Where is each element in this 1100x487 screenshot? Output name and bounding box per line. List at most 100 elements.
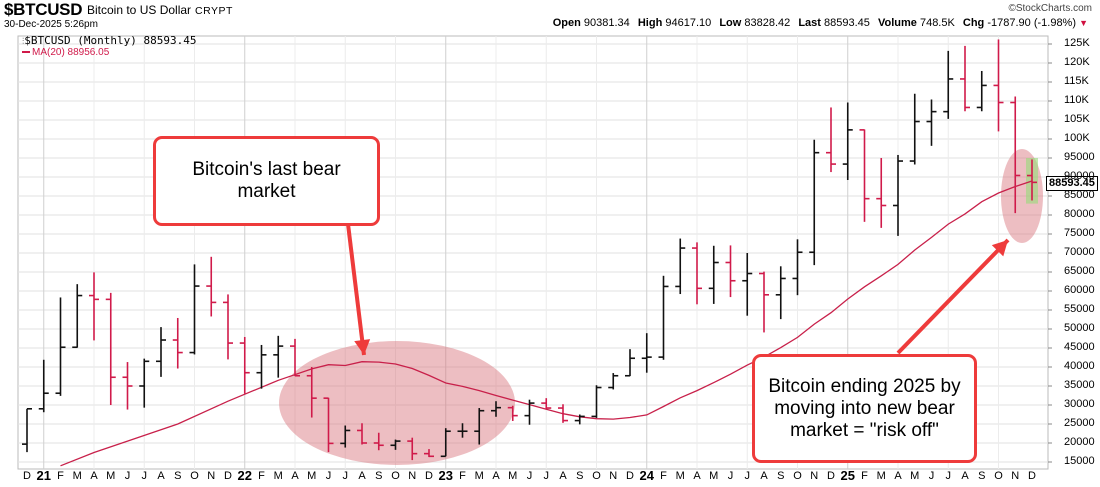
- y-tick-label: 95000: [1064, 151, 1095, 163]
- x-month-label: S: [576, 470, 584, 482]
- x-year-label: 25: [840, 468, 855, 483]
- x-month-label: N: [810, 470, 819, 482]
- last-price-tag: 88593.45: [1046, 176, 1098, 191]
- y-tick-label: 25000: [1064, 417, 1095, 429]
- y-tick-label: 50000: [1064, 322, 1095, 334]
- y-tick-label: 90000: [1064, 170, 1095, 182]
- instrument-name: Bitcoin to US Dollar CRYPT: [87, 3, 233, 17]
- bar-chart-icon: ⫶: [22, 37, 25, 47]
- x-month-label: A: [157, 470, 165, 482]
- ma-legend: MA(20) 88956.05: [22, 47, 109, 58]
- x-month-label: N: [207, 470, 216, 482]
- x-month-label: M: [675, 470, 685, 482]
- x-month-label: S: [174, 470, 182, 482]
- y-tick-label: 80000: [1064, 208, 1095, 220]
- low-value: 83828.42: [744, 17, 791, 29]
- callout-last-bear-market: Bitcoin's last bear market: [153, 136, 380, 226]
- x-month-label: A: [760, 470, 768, 482]
- x-month-label: S: [777, 470, 785, 482]
- x-month-label: M: [474, 470, 484, 482]
- symbol-title: $BTCUSD: [4, 0, 83, 19]
- volume-label: Volume: [877, 17, 917, 29]
- x-month-label: O: [793, 470, 802, 482]
- x-month-label: J: [526, 470, 533, 482]
- price-legend: ⫶$BTCUSD (Monthly) 88593.45: [22, 34, 196, 47]
- y-tick-label: 60000: [1064, 284, 1095, 296]
- x-year-label: 24: [639, 468, 654, 483]
- x-month-label: M: [508, 470, 518, 482]
- arrow-to-dec-2025: [896, 238, 1010, 355]
- x-month-label: S: [978, 470, 986, 482]
- x-month-label: M: [106, 470, 116, 482]
- x-month-label: M: [273, 470, 283, 482]
- y-tick-label: 85000: [1064, 189, 1095, 201]
- x-month-label: J: [727, 470, 734, 482]
- x-month-label: A: [358, 470, 366, 482]
- arrow-to-2022-bear: [346, 223, 366, 356]
- x-month-label: J: [124, 470, 131, 482]
- x-month-label: O: [592, 470, 601, 482]
- y-tick-label: 70000: [1064, 246, 1095, 258]
- volume-value: 748.5K: [919, 17, 955, 29]
- y-tick-label: 105K: [1064, 113, 1090, 125]
- x-month-label: J: [342, 470, 349, 482]
- y-tick-label: 125K: [1064, 37, 1090, 49]
- arrow-to-2022-bear-head: [354, 339, 371, 355]
- x-month-label: F: [57, 470, 64, 482]
- x-month-label: A: [693, 470, 701, 482]
- y-tick-label: 55000: [1064, 303, 1095, 315]
- y-tick-label: 110K: [1064, 94, 1089, 106]
- exchange-label: CRYPT: [195, 5, 233, 17]
- y-tick-label: 40000: [1064, 360, 1095, 372]
- x-month-label: D: [23, 470, 31, 482]
- low-label: Low: [719, 17, 742, 29]
- x-month-label: J: [928, 470, 935, 482]
- y-tick-label: 100K: [1064, 132, 1090, 144]
- arrow-to-dec-2025-head: [991, 240, 1008, 257]
- x-month-label: O: [994, 470, 1003, 482]
- chg-value: -1787.90 (-1.98%): [987, 17, 1077, 29]
- x-month-label: D: [827, 470, 835, 482]
- high-value: 94617.10: [665, 17, 712, 29]
- copyright-link[interactable]: ©StockCharts.com: [1008, 3, 1092, 14]
- price-stats: Open 90381.34 High 94617.10 Low 83828.42…: [553, 17, 1088, 29]
- x-month-label: M: [876, 470, 886, 482]
- open-value: 90381.34: [583, 17, 630, 29]
- x-month-label: A: [291, 470, 299, 482]
- x-month-label: F: [861, 470, 868, 482]
- x-month-label: J: [945, 470, 952, 482]
- x-month-label: S: [375, 470, 383, 482]
- instrument-name-text: Bitcoin to US Dollar: [87, 3, 192, 17]
- last-value: 88593.45: [824, 17, 870, 29]
- x-year-label: 21: [36, 468, 51, 483]
- x-year-label: 22: [237, 468, 252, 483]
- x-month-label: D: [626, 470, 634, 482]
- price-legend-text: $BTCUSD (Monthly) 88593.45: [24, 34, 197, 47]
- x-month-label: A: [559, 470, 567, 482]
- x-month-label: N: [609, 470, 618, 482]
- x-month-label: J: [325, 470, 332, 482]
- x-month-label: D: [224, 470, 232, 482]
- x-month-label: A: [492, 470, 500, 482]
- ma-legend-text: MA(20) 88956.05: [32, 47, 110, 58]
- last-label: Last: [798, 17, 821, 29]
- y-tick-label: 115K: [1064, 75, 1089, 87]
- chart-date: 30-Dec-2025 5:26pm: [4, 19, 98, 30]
- x-month-label: M: [307, 470, 317, 482]
- down-arrow-icon: ▼: [1079, 18, 1088, 28]
- y-tick-label: 45000: [1064, 341, 1095, 353]
- callout-risk-off: Bitcoin ending 2025 by moving into new b…: [752, 354, 977, 463]
- x-month-label: M: [709, 470, 719, 482]
- highlight-ellipse-2022: [279, 341, 515, 465]
- y-tick-label: 75000: [1064, 227, 1095, 239]
- y-tick-label: 35000: [1064, 379, 1095, 391]
- x-year-label: 23: [438, 468, 453, 483]
- x-month-label: J: [141, 470, 148, 482]
- y-tick-label: 15000: [1064, 455, 1095, 467]
- x-month-label: O: [190, 470, 199, 482]
- chg-label: Chg: [962, 17, 985, 29]
- x-month-label: J: [543, 470, 550, 482]
- x-month-label: F: [459, 470, 466, 482]
- y-tick-label: 20000: [1064, 436, 1095, 448]
- y-tick-label: 120K: [1064, 56, 1090, 68]
